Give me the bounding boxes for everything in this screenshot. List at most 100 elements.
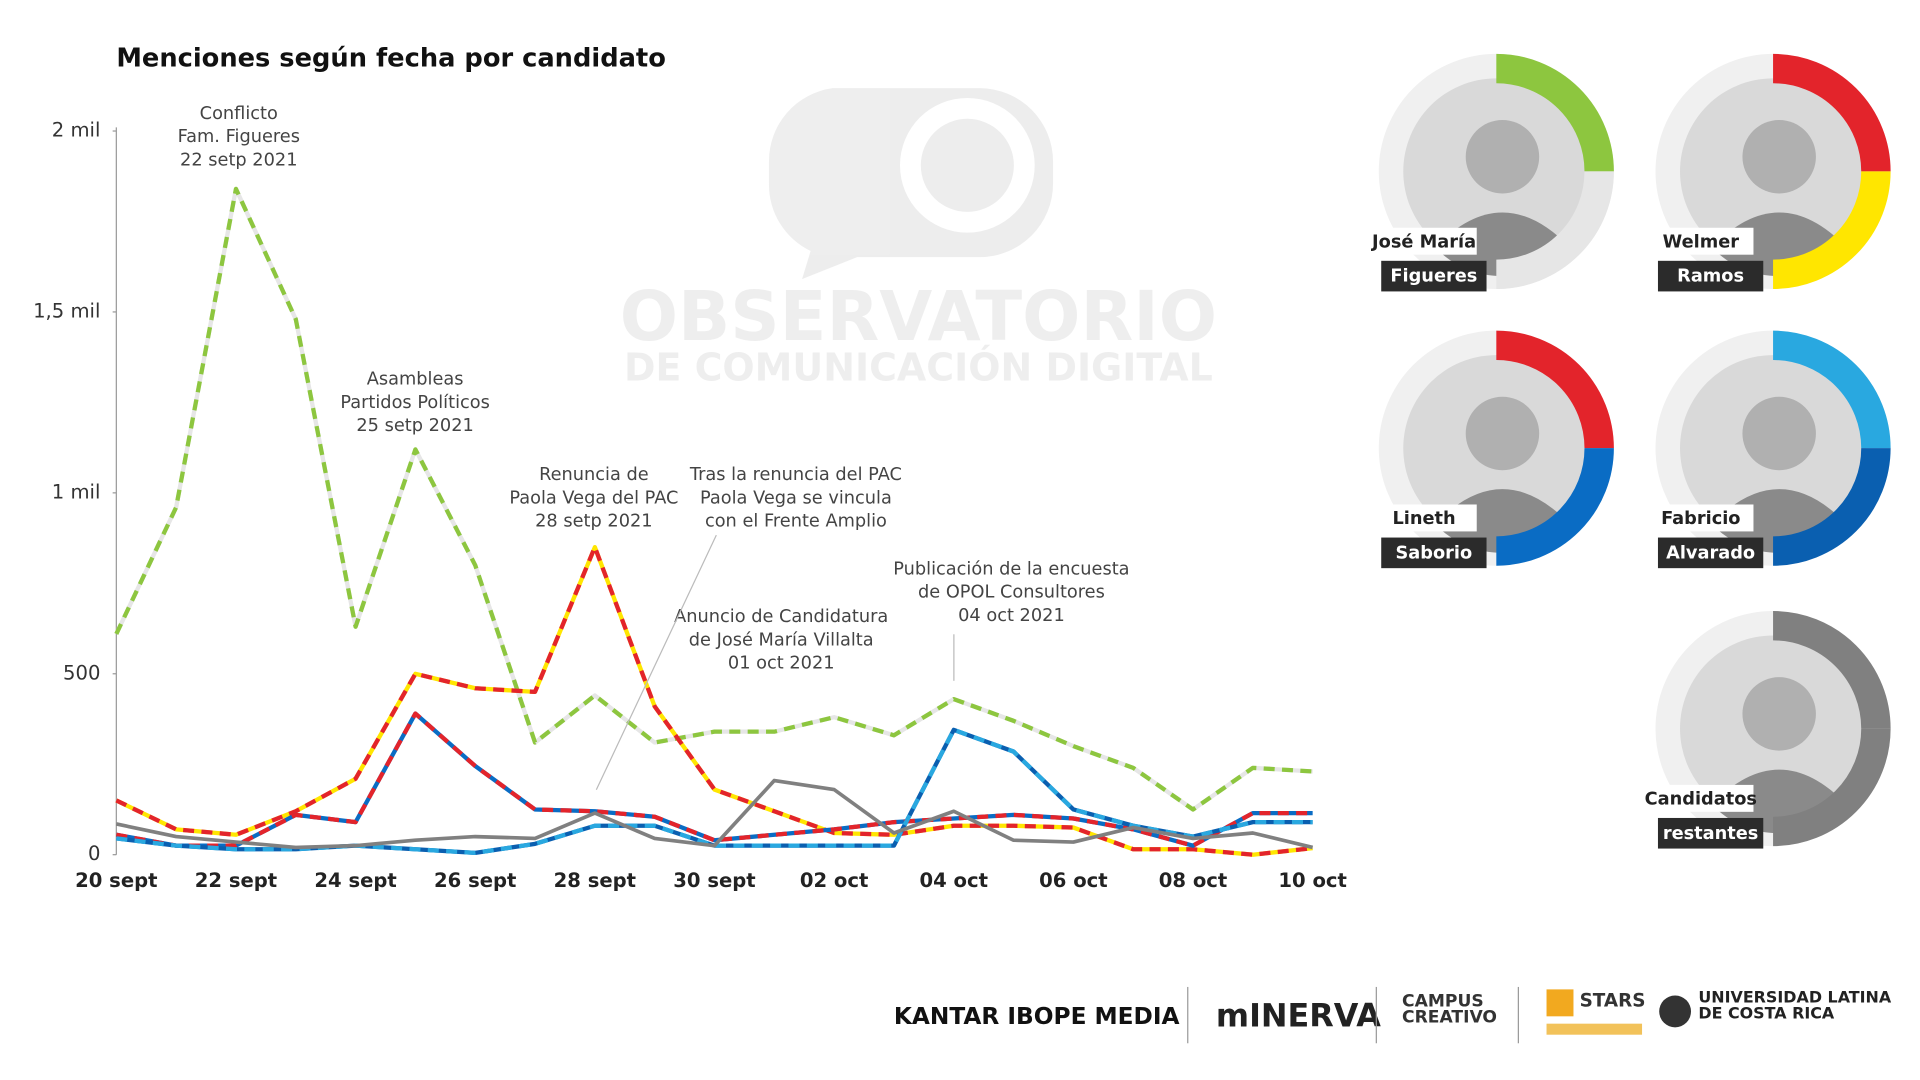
ring-arc [1772, 611, 1891, 729]
annotation: Publicación de la encuesta [893, 559, 1129, 579]
x-tick-label: 04 oct [920, 869, 988, 892]
annotation: Renuncia de [539, 465, 649, 485]
legend-last-name: Alvarado [1666, 543, 1755, 563]
candidate-card: Fabricio Alvarado [1648, 330, 1891, 569]
legend-first-name: Candidatos [1645, 790, 1757, 810]
name-box [1648, 504, 1754, 532]
logo-kantar: KANTAR IBOPE MEDIA [894, 1003, 1180, 1030]
logo-ulatina: UNIVERSIDAD LATINA [1698, 987, 1891, 1006]
x-tick-label: 22 sept [195, 869, 277, 892]
y-tick-label: 500 [63, 661, 100, 684]
series-line [116, 727, 1313, 856]
surname-box [1381, 260, 1487, 292]
candidate-card: Lineth Saborio [1371, 330, 1614, 569]
logo-stars: STARS [1580, 991, 1646, 1012]
annotation: Paola Vega se vincula [700, 488, 892, 508]
surname-box [1657, 537, 1764, 569]
ring-arc [1495, 330, 1614, 449]
annotation: 22 setp 2021 [180, 150, 297, 170]
annotation: con el Frente Amplio [705, 512, 887, 532]
candidate-card: Candidatos restantes [1645, 611, 1891, 849]
photo-head [1465, 396, 1540, 471]
name-box [1648, 227, 1754, 255]
photo-head [1742, 677, 1816, 751]
series-line [115, 711, 1313, 848]
annotation: Asambleas [367, 370, 464, 390]
y-tick-label: 2 mil [52, 119, 101, 142]
x-tick-label: 28 sept [554, 869, 636, 892]
legend-first-name: Lineth [1392, 509, 1455, 529]
photo-head [1742, 120, 1816, 194]
watermark-pupil [920, 118, 1014, 212]
legend-last-name: Figueres [1390, 267, 1477, 287]
legend-last-name: Saborio [1396, 543, 1473, 563]
photo-head [1742, 396, 1816, 471]
x-tick-label: 06 oct [1039, 869, 1107, 892]
watermark-title: OBSERVATORIO [620, 277, 1217, 357]
series-line [114, 186, 1313, 812]
legend-first-name: Fabricio [1661, 509, 1740, 529]
ring-arc [1495, 53, 1614, 172]
annotation: Paola Vega del PAC [509, 488, 678, 508]
legend-last-name: restantes [1663, 824, 1759, 844]
logo-creativo: CREATIVO [1402, 1008, 1497, 1028]
globe-icon [1659, 995, 1692, 1028]
watermark-subtitle: DE COMUNICACIÓN DIGITAL [624, 345, 1213, 389]
name-box [1371, 227, 1477, 255]
candidate-panel: José María Figueres Welmer Ramos Lineth Sabor… [1371, 53, 1891, 849]
legend-first-name: José María [1371, 232, 1476, 252]
surname-box [1657, 260, 1764, 292]
surname-box [1657, 817, 1764, 849]
annotation: 04 oct 2021 [958, 606, 1065, 626]
logo-minerva: mINERVA [1216, 997, 1381, 1035]
annotation: 01 oct 2021 [728, 654, 835, 674]
x-tick-label: 20 sept [75, 869, 157, 892]
series-line [115, 778, 1314, 850]
series-line-base [115, 544, 1313, 857]
y-tick-label: 1,5 mil [33, 299, 100, 322]
watermark: OBSERVATORIO DE COMUNICACIÓN DIGITAL [620, 88, 1217, 389]
surname-box [1381, 537, 1487, 569]
x-tick-label: 02 oct [800, 869, 868, 892]
annotation: Fam. Figueres [178, 127, 300, 147]
photo-head [1465, 120, 1540, 194]
annotation: Conflicto [200, 104, 278, 124]
qs-badge [1546, 989, 1574, 1017]
logo-campus: CAMPUS [1402, 992, 1484, 1012]
y-tick-label: 0 [88, 842, 100, 865]
x-tick-label: 30 sept [673, 869, 755, 892]
logo-ulatina: DE COSTA RICA [1698, 1003, 1835, 1022]
footer: KANTAR IBOPE MEDIA mINERVA CAMPUS CREATI… [894, 986, 1892, 1044]
stars-bar [1546, 1023, 1643, 1035]
annotation: de OPOL Consultores [918, 583, 1105, 603]
ring-arc [1772, 330, 1891, 449]
legend-first-name: Welmer [1663, 232, 1740, 252]
ring-arc [1772, 171, 1891, 289]
y-tick-label: 1 mil [52, 480, 101, 503]
annotation: 28 setp 2021 [535, 512, 652, 532]
x-tick-label: 08 oct [1159, 869, 1227, 892]
annotation: de José María Villalta [689, 630, 874, 650]
ring-arc [1772, 447, 1891, 566]
ring-arc [1495, 447, 1614, 566]
name-box [1371, 504, 1477, 532]
candidate-card: Welmer Ramos [1648, 53, 1891, 292]
x-tick-label: 24 sept [314, 869, 396, 892]
ring-arc [1495, 171, 1614, 289]
series-line [115, 544, 1313, 857]
candidate-card: José María Figueres [1371, 53, 1614, 292]
annotation: Partidos Políticos [340, 393, 490, 413]
plot: 0 500 1 mil 1,5 mil 2 mil 20 sept 22 sept 24 se… [33, 104, 1347, 892]
annotation: Tras la renuncia del PAC [689, 465, 902, 485]
annotation: Anuncio de Candidatura [674, 607, 888, 627]
chart-title: Menciones según fecha por candidato [116, 43, 666, 73]
ring-arc [1772, 728, 1891, 847]
x-tick-label: 10 oct [1278, 869, 1346, 892]
annotation-connector [595, 534, 717, 791]
legend-last-name: Ramos [1677, 267, 1744, 287]
name-box [1648, 784, 1754, 812]
ring-arc [1772, 53, 1891, 172]
x-tick-label: 26 sept [434, 869, 516, 892]
annotation: 25 setp 2021 [356, 416, 473, 436]
